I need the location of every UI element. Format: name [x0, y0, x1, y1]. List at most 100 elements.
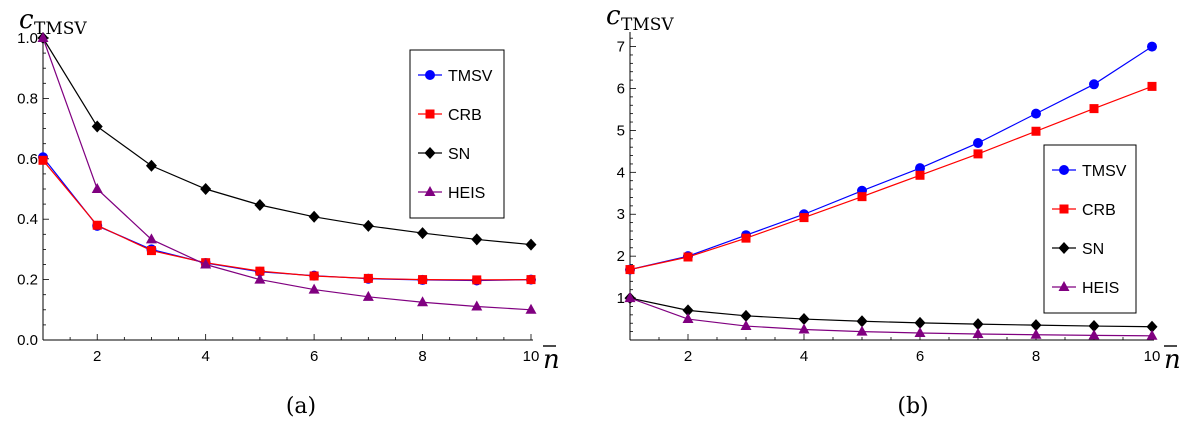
data-point — [1088, 329, 1100, 340]
data-point — [856, 325, 868, 336]
data-point — [145, 233, 157, 244]
data-point — [308, 210, 320, 223]
y-tick-label: 1 — [617, 290, 625, 307]
x-tick-label: 6 — [310, 348, 318, 365]
data-point — [798, 313, 810, 326]
data-point — [91, 183, 103, 193]
y-axis-label: c — [19, 5, 34, 35]
x-axis-label: n — [1164, 345, 1181, 375]
y-tick-label: 0.0 — [17, 332, 38, 349]
data-point — [1147, 81, 1157, 91]
series-heis — [624, 292, 1158, 340]
x-tick-label: 8 — [418, 348, 426, 365]
legend-marker — [425, 70, 435, 80]
data-point — [624, 292, 636, 303]
legend-label: CRB — [448, 107, 482, 124]
data-point — [914, 316, 926, 329]
data-point — [740, 309, 752, 322]
x-tick-label: 10 — [523, 348, 540, 365]
data-point — [973, 149, 983, 159]
data-point — [1031, 126, 1041, 136]
y-tick-label: 7 — [617, 39, 625, 56]
series-sn — [624, 292, 1158, 333]
data-point — [37, 32, 49, 42]
data-point — [472, 275, 482, 285]
data-point — [417, 296, 429, 307]
y-tick-label: 2 — [617, 248, 625, 265]
series-line — [42, 37, 532, 246]
data-point — [92, 220, 102, 230]
data-point — [741, 233, 751, 243]
y-axis-label-subscript: TMSV — [34, 19, 87, 39]
data-point — [525, 303, 537, 314]
data-point — [200, 258, 212, 269]
data-point — [200, 183, 212, 195]
data-point — [856, 315, 868, 328]
chart-panel-a: 2 4 6 8 100.00.20.40.60.81.0c TMSVnTMSVCRBSNH… — [17, 5, 560, 419]
x-tick-label: 10 — [1144, 348, 1161, 365]
y-tick-label: 6 — [617, 80, 625, 97]
data-point — [254, 199, 266, 212]
data-point — [915, 163, 925, 174]
data-point — [1146, 320, 1158, 333]
legend: TMSV CRB SN HEIS — [409, 49, 505, 219]
panel-caption: (a) — [286, 394, 316, 419]
x-tick-label: 6 — [916, 348, 924, 365]
data-point — [308, 283, 320, 294]
data-point — [1089, 79, 1099, 90]
legend: TMSV CRB SN HEIS — [1043, 144, 1137, 314]
data-point — [972, 328, 984, 339]
data-point — [525, 238, 537, 251]
series-line — [629, 297, 1153, 337]
data-point — [799, 213, 809, 223]
legend-label: HEIS — [448, 185, 485, 202]
series-line — [42, 159, 532, 281]
data-point — [145, 159, 157, 172]
x-tick-label: 2 — [684, 348, 692, 365]
y-axis-label-subscript: TMSV — [621, 15, 674, 35]
y-tick-label: 3 — [617, 206, 625, 223]
data-point — [38, 155, 48, 165]
data-point — [309, 271, 319, 281]
data-point — [683, 252, 693, 262]
x-axis-label: n — [543, 345, 560, 375]
data-point — [1088, 320, 1100, 333]
data-point — [146, 246, 156, 256]
series-crb — [625, 81, 1157, 275]
data-point — [91, 120, 103, 133]
data-point — [740, 320, 752, 331]
x-tick-label: 4 — [201, 348, 209, 365]
data-point — [417, 227, 429, 240]
data-point — [471, 233, 483, 246]
legend-label: SN — [1082, 241, 1104, 258]
legend-marker — [424, 147, 436, 159]
y-tick-label: 5 — [617, 122, 625, 139]
series-heis — [37, 32, 537, 314]
data-point — [1030, 319, 1042, 332]
legend-label: TMSV — [448, 68, 493, 85]
legend-marker — [1058, 242, 1070, 254]
data-point — [1146, 329, 1158, 340]
data-point — [526, 275, 536, 285]
data-point — [254, 273, 266, 284]
panel-caption: (b) — [897, 394, 928, 419]
legend-label: CRB — [1082, 202, 1116, 219]
series-line — [629, 85, 1153, 271]
data-point — [1030, 328, 1042, 339]
y-axis-label: c — [606, 1, 621, 31]
data-point — [418, 275, 428, 285]
y-tick-label: 0.4 — [17, 211, 38, 228]
data-point — [255, 266, 265, 276]
data-point — [682, 313, 694, 324]
legend-label: HEIS — [1082, 280, 1119, 297]
legend-marker — [1059, 204, 1069, 214]
x-tick-label: 4 — [800, 348, 808, 365]
data-point — [471, 300, 483, 311]
data-point — [857, 192, 867, 202]
data-point — [915, 170, 925, 180]
data-point — [1089, 104, 1099, 114]
y-tick-label: 0.2 — [17, 272, 38, 289]
series-sn — [37, 32, 537, 251]
series-line — [629, 297, 1153, 328]
data-point — [972, 318, 984, 331]
